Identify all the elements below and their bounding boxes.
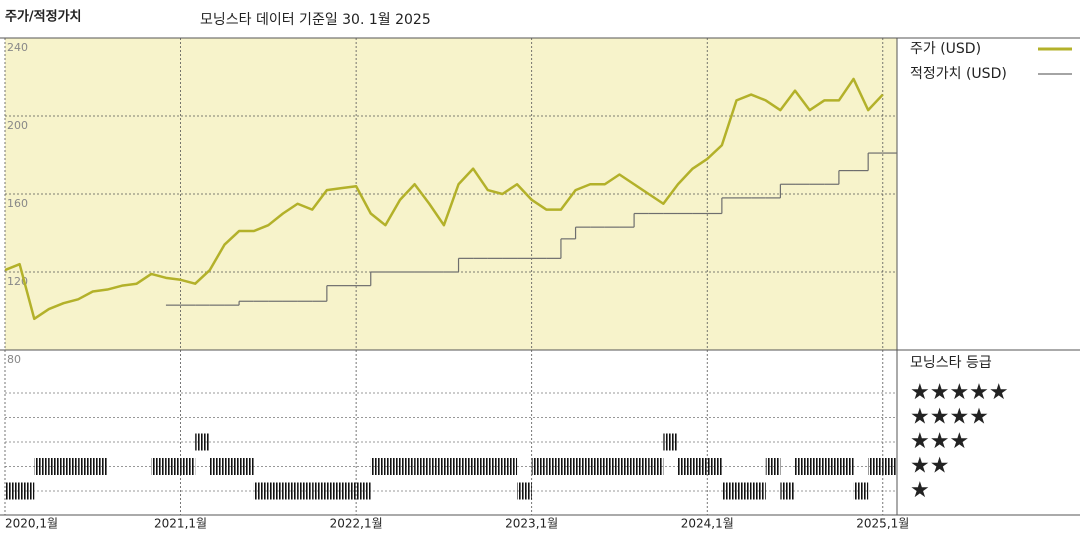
rating-bar [63, 458, 79, 475]
rating-bar [151, 458, 166, 475]
rating-bar [341, 482, 357, 500]
rating-bar [634, 458, 649, 475]
rating-bar [414, 458, 430, 475]
rating-bar [751, 482, 766, 500]
rating-bar [92, 458, 108, 475]
rating-bar [195, 433, 210, 451]
level-label: ★★★★★ [910, 380, 1009, 405]
x-tick-label: 2023,1월 [505, 517, 558, 531]
rating-bar [795, 458, 810, 475]
rating-bar [604, 458, 620, 475]
x-tick-label: 2024,1월 [681, 517, 734, 531]
rating-bar [473, 458, 488, 475]
rating-bar [268, 482, 283, 500]
rating-bar [838, 458, 854, 475]
rating-bar [326, 482, 342, 500]
level-label: ★★ [910, 454, 949, 479]
rating-bar [487, 458, 503, 475]
rating-bar [34, 458, 49, 475]
rating-bar [736, 482, 752, 500]
rating-bar [19, 482, 35, 500]
rating-bar [400, 458, 415, 475]
rating-bar [224, 458, 240, 475]
rating-bar [356, 482, 371, 500]
rating-bar [443, 458, 459, 475]
rating-bar [721, 482, 737, 500]
rating-bar [502, 458, 518, 475]
rating-bar [297, 482, 313, 500]
rating-bar [824, 458, 839, 475]
rating-bar [780, 482, 796, 500]
rating-bar [253, 482, 269, 500]
panel-title: 모닝스타 등급 [910, 355, 992, 371]
rating-bar [560, 458, 576, 475]
rating-bar [765, 458, 781, 475]
rating-bar [180, 458, 196, 475]
rating-bar [312, 482, 327, 500]
rating-bar [882, 458, 897, 475]
rating-bar [590, 458, 605, 475]
rating-bar [692, 458, 708, 475]
x-tick-label: 2021,1월 [154, 517, 207, 531]
rating-bar [517, 482, 532, 500]
rating-bar [458, 458, 474, 475]
rating-bar [648, 458, 664, 475]
rating-bar [78, 458, 93, 475]
rating-bar [48, 458, 64, 475]
rating-bar [282, 482, 298, 500]
chart-title: 주가/적정가치 [5, 9, 82, 25]
chart-subtitle: 모닝스타 데이터 기준일 30. 1월 2025 [200, 12, 431, 28]
rating-bar [868, 458, 883, 475]
rating-bar [531, 458, 547, 475]
y-tick-label: 240 [7, 41, 28, 54]
rating-bar [239, 458, 254, 475]
rating-bar [165, 458, 181, 475]
x-tick-label: 2025,1월 [856, 517, 909, 531]
rating-bar [370, 458, 386, 475]
rating-bar [677, 458, 693, 475]
rating-bar [809, 458, 825, 475]
legend-label: 주가 (USD) [910, 41, 981, 57]
y-tick-label: 160 [7, 197, 28, 210]
level-label: ★★★ [910, 429, 969, 454]
rating-bar [575, 458, 591, 475]
rating-bar [209, 458, 225, 475]
y-tick-label: 80 [7, 353, 21, 366]
level-label: ★ [910, 478, 930, 503]
rating-bar [853, 482, 869, 500]
rating-bar [429, 458, 444, 475]
rating-bar [385, 458, 401, 475]
rating-bar [663, 433, 678, 451]
y-tick-label: 200 [7, 119, 28, 132]
level-label: ★★★★ [910, 405, 989, 430]
x-tick-label: 2020,1월 [5, 517, 58, 531]
rating-bar [707, 458, 722, 475]
rating-bar [5, 482, 20, 500]
price-line [4, 77, 884, 321]
legend-label: 적정가치 (USD) [910, 66, 1007, 82]
x-tick-label: 2022,1월 [330, 517, 383, 531]
rating-bar [546, 458, 561, 475]
rating-bar [619, 458, 635, 475]
